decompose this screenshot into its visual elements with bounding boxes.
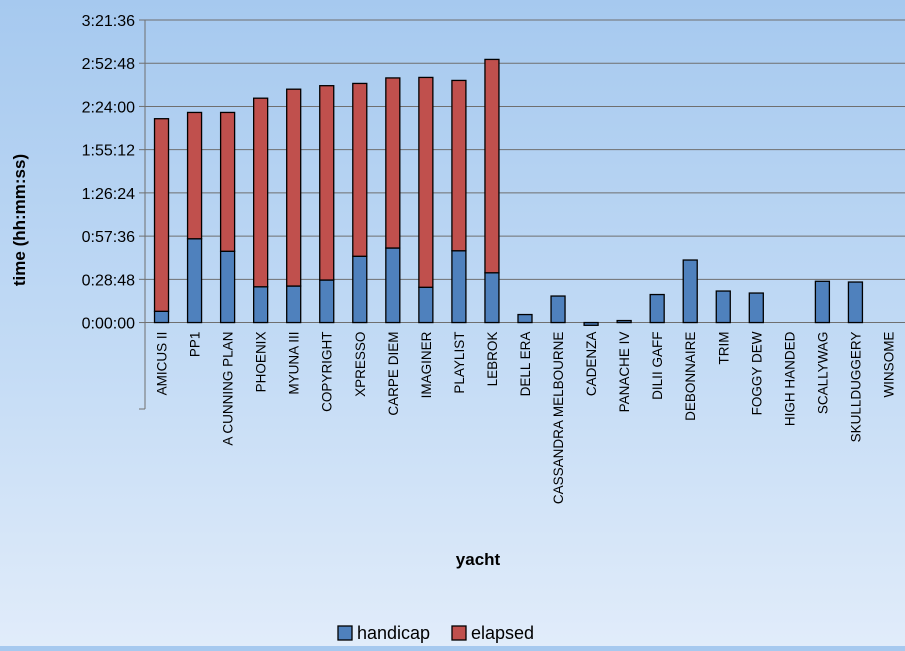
bar-elapsed (451, 79, 467, 252)
bar-handicap (319, 279, 335, 324)
y-tick-labels: 0:00:00 0:28:48 0:57:36 1:26:24 1:55:12 2:24:… (82, 13, 135, 333)
bar-elapsed (153, 118, 170, 312)
y-tick-label: 2:52:48 (82, 56, 135, 73)
y-tick-label: 1:26:24 (82, 186, 135, 203)
x-tick-labels: AMICUS II PP1 A CUNNING PLAN PHOENIX MYUNA I… (155, 331, 897, 504)
bar-handicap (484, 272, 500, 324)
x-tick-label: DEBONNAIRE (683, 332, 698, 421)
x-tick-label: AMICUS II (155, 332, 170, 396)
bar-elapsed (286, 88, 302, 287)
y-tick-label: 0:00:00 (82, 316, 135, 333)
axes (139, 19, 146, 410)
bar-handicap (186, 238, 203, 324)
x-tick-label: FOGGY DEW (749, 331, 764, 415)
bar-handicap (451, 250, 467, 324)
x-tick-label: PP1 (188, 332, 203, 358)
x-tick-label: CASSANDRA MELBOURNE (551, 332, 566, 505)
x-tick-label: XPRESSO (353, 332, 368, 397)
y-tick-label: 0:57:36 (82, 229, 135, 246)
x-tick-label: DILII GAFF (650, 332, 665, 400)
y-tick-label: 2:24:00 (82, 99, 135, 116)
bar-elapsed (352, 82, 368, 257)
y-tick-label: 3:21:36 (82, 13, 135, 30)
x-tick-label: SCALLYWAG (815, 332, 830, 415)
bar-handicap (748, 292, 764, 324)
bar-handicap (814, 280, 831, 324)
x-tick-label: IMAGINER (419, 331, 434, 398)
bar-elapsed (253, 97, 269, 288)
bar-elapsed (418, 76, 434, 288)
bar-handicap (153, 310, 170, 324)
x-tick-label: HIGH HANDED (782, 331, 797, 426)
bar-handicap (253, 286, 269, 324)
bar-handicap (286, 285, 302, 324)
x-tick-label: DELL ERA (518, 332, 533, 397)
bar-handicap (616, 319, 632, 324)
bar-elapsed (319, 85, 335, 281)
legend-swatch-handicap (337, 625, 353, 641)
x-axis-title: yacht (456, 550, 501, 569)
legend-label-handicap: handicap (357, 623, 430, 643)
x-tick-label: PHOENIX (254, 332, 269, 393)
legend-label-elapsed: elapsed (471, 623, 534, 643)
bars (153, 58, 864, 326)
bar-handicap (682, 259, 698, 324)
bar-handicap (517, 313, 533, 324)
bar-handicap (550, 295, 566, 324)
x-tick-label: PANACHE IV (617, 332, 632, 413)
x-tick-label: CADENZA (584, 332, 599, 397)
bar-elapsed (219, 111, 236, 252)
legend-swatch-elapsed (451, 625, 467, 641)
bar-handicap (385, 247, 401, 324)
bar-handicap (847, 281, 864, 324)
bar-handicap (219, 250, 236, 324)
x-tick-label: COPYRIGHT (320, 332, 335, 412)
bar-handicap (715, 290, 731, 324)
x-tick-label: CARPE DIEM (386, 332, 401, 416)
bar-elapsed (385, 77, 401, 249)
bar-handicap (352, 255, 368, 324)
x-tick-label: WINSOME (881, 332, 896, 398)
x-tick-label: TRIM (716, 332, 731, 365)
x-tick-label: PLAYLIST (452, 332, 467, 394)
x-tick-label: SKULLDUGGERY (848, 332, 863, 443)
legend: handicap elapsed (337, 623, 534, 643)
bar-handicap (418, 286, 434, 324)
y-tick-label: 1:55:12 (82, 143, 135, 160)
grid-lines (145, 19, 905, 324)
x-tick-label: LEBROK (485, 332, 500, 387)
y-tick-label: 0:28:48 (82, 272, 135, 289)
bar-handicap (583, 321, 599, 326)
bar-elapsed (484, 58, 500, 274)
bar-handicap (649, 293, 665, 324)
y-axis-title: time (hh:mm:ss) (10, 154, 29, 286)
x-tick-label: MYUNA III (287, 332, 302, 395)
x-tick-label: A CUNNING PLAN (221, 332, 236, 446)
bar-elapsed (186, 111, 203, 240)
